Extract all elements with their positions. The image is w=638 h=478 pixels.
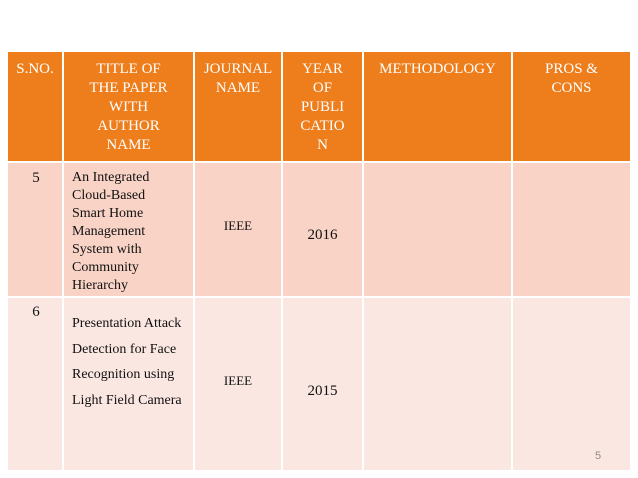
cell	[195, 298, 283, 470]
serial-number: 6	[32, 304, 40, 320]
journal-name: IEEE	[223, 218, 253, 233]
header-cell: TITLE OF THE PAPER WITH AUTHOR NAME	[64, 52, 195, 163]
header-cell: METHODOLOGY	[364, 52, 513, 163]
cell	[8, 298, 64, 470]
header-cell: PROS & CONS	[513, 52, 630, 163]
cell	[64, 298, 195, 470]
paper-title: Presentation Attack Detection for Face R…	[72, 316, 182, 408]
cell	[195, 163, 283, 298]
header-cell: JOURNAL NAME	[195, 52, 283, 163]
year: 2015	[307, 383, 338, 399]
page-number: 5	[594, 450, 602, 462]
cell	[283, 298, 364, 470]
cell	[364, 163, 513, 298]
cell	[513, 298, 630, 470]
paper-title: An Integrated Cloud-Based Smart Home Man…	[72, 170, 150, 293]
year: 2016	[307, 227, 338, 243]
serial-number: 5	[32, 170, 40, 186]
cell	[283, 163, 364, 298]
journal-name: IEEE	[223, 373, 253, 388]
header-cell: S.NO.	[8, 52, 64, 163]
cell	[8, 163, 64, 298]
cell	[64, 163, 195, 298]
cell	[513, 163, 630, 298]
cell	[364, 298, 513, 470]
header-cell: YEAR OF PUBLICATION	[283, 52, 364, 163]
